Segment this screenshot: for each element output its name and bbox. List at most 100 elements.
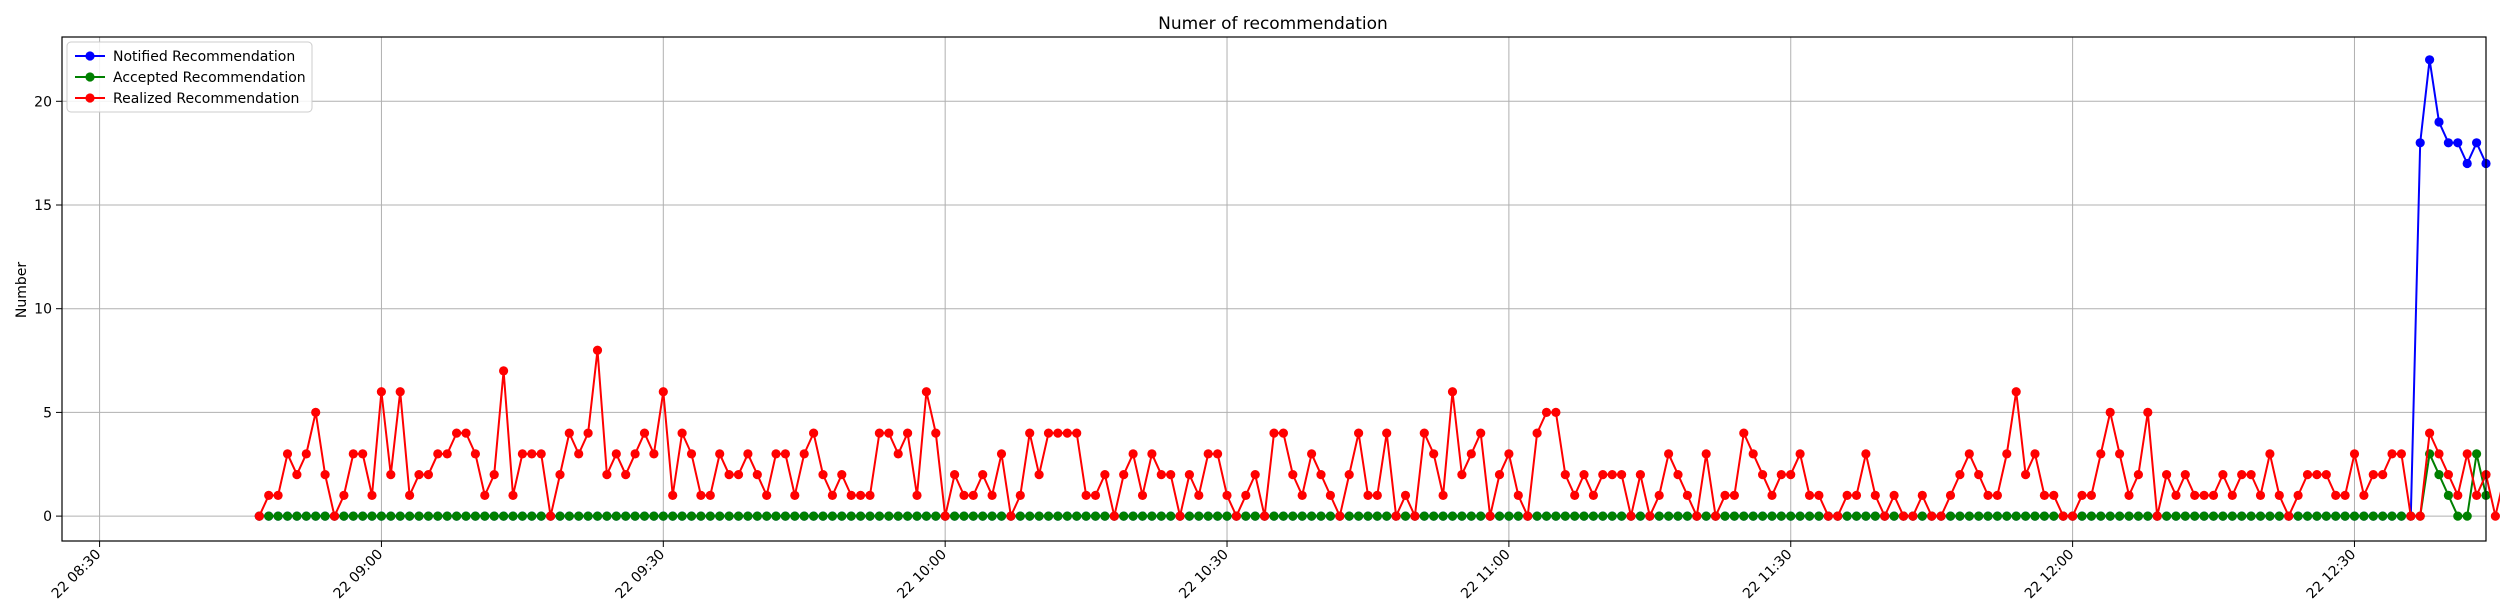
data-point <box>827 490 838 500</box>
data-point <box>950 470 960 480</box>
data-point <box>2077 511 2087 521</box>
data-point <box>2312 511 2322 521</box>
data-point <box>311 407 321 417</box>
data-point <box>273 511 283 521</box>
data-point <box>903 428 913 438</box>
data-point <box>874 511 885 521</box>
data-point <box>517 511 528 521</box>
data-point <box>2199 511 2209 521</box>
data-point <box>639 511 650 521</box>
data-point <box>2077 490 2087 500</box>
data-point <box>414 470 424 480</box>
data-point <box>1156 511 1166 521</box>
legend-label: Accepted Recommendation <box>113 70 306 86</box>
data-point <box>2415 511 2425 521</box>
data-point <box>367 511 377 521</box>
data-point <box>1842 511 1852 521</box>
data-point <box>649 449 659 459</box>
data-point <box>677 511 687 521</box>
series-layer <box>254 55 2500 521</box>
x-tick-label: 22 12:00 <box>2022 547 2078 600</box>
data-point <box>423 470 433 480</box>
data-point <box>2011 511 2021 521</box>
data-point <box>1278 511 1288 521</box>
data-point <box>912 490 922 500</box>
data-point <box>1748 511 1758 521</box>
data-point <box>329 511 340 521</box>
data-point <box>1297 511 1307 521</box>
x-tick-label: 22 08:30 <box>49 547 105 600</box>
data-point <box>1278 428 1288 438</box>
x-tick-label: 22 11:00 <box>1458 547 1514 600</box>
data-point <box>705 511 715 521</box>
data-point <box>1147 511 1157 521</box>
data-point <box>1823 511 1833 521</box>
data-point <box>1222 511 1232 521</box>
data-point <box>1391 511 1401 521</box>
data-point <box>1607 511 1617 521</box>
data-point <box>658 387 668 397</box>
data-point <box>1156 470 1166 480</box>
data-point <box>1363 490 1373 500</box>
data-point <box>1711 511 1721 521</box>
data-point <box>386 511 396 521</box>
data-point <box>771 449 781 459</box>
data-point <box>1184 470 1194 480</box>
data-point <box>762 511 772 521</box>
data-point <box>1889 490 1899 500</box>
data-point <box>2171 490 2181 500</box>
data-point <box>2378 511 2388 521</box>
data-point <box>921 387 932 397</box>
data-point <box>499 366 509 376</box>
data-point <box>1090 511 1101 521</box>
data-point <box>2274 490 2284 500</box>
data-point <box>621 470 631 480</box>
data-point <box>2180 511 2190 521</box>
data-point <box>1729 490 1739 500</box>
data-point <box>2002 449 2012 459</box>
data-point <box>480 511 490 521</box>
data-point <box>405 511 415 521</box>
data-point <box>1250 511 1260 521</box>
data-point <box>668 511 678 521</box>
y-tick-label: 5 <box>43 405 52 421</box>
data-point <box>1109 511 1119 521</box>
data-point <box>1588 511 1598 521</box>
data-point <box>1494 511 1505 521</box>
data-point <box>1513 511 1523 521</box>
data-point <box>1457 511 1467 521</box>
data-point <box>1758 511 1768 521</box>
data-point <box>884 511 894 521</box>
data-point <box>715 511 725 521</box>
data-point <box>339 511 349 521</box>
data-point <box>1786 470 1796 480</box>
data-point <box>809 428 819 438</box>
data-point <box>2472 138 2482 148</box>
data-point <box>1833 511 1843 521</box>
data-point <box>1908 511 1918 521</box>
data-point <box>950 511 960 521</box>
data-point <box>686 511 697 521</box>
data-point <box>1485 511 1495 521</box>
data-point <box>1344 470 1354 480</box>
data-point <box>2443 470 2453 480</box>
data-point <box>1776 470 1786 480</box>
data-point <box>433 449 443 459</box>
data-point <box>959 511 969 521</box>
data-point <box>2218 470 2228 480</box>
legend: Notified Recommendation Accepted Recommen… <box>66 41 313 113</box>
data-point <box>2293 490 2303 500</box>
data-point <box>1429 511 1439 521</box>
data-point <box>865 490 875 500</box>
data-point <box>414 511 424 521</box>
data-point <box>611 511 621 521</box>
data-point <box>555 470 565 480</box>
data-point <box>2462 449 2472 459</box>
data-point <box>1551 511 1561 521</box>
data-point <box>1814 490 1824 500</box>
data-point <box>564 428 574 438</box>
data-point <box>968 511 978 521</box>
data-point <box>1213 511 1223 521</box>
data-point <box>2115 511 2125 521</box>
